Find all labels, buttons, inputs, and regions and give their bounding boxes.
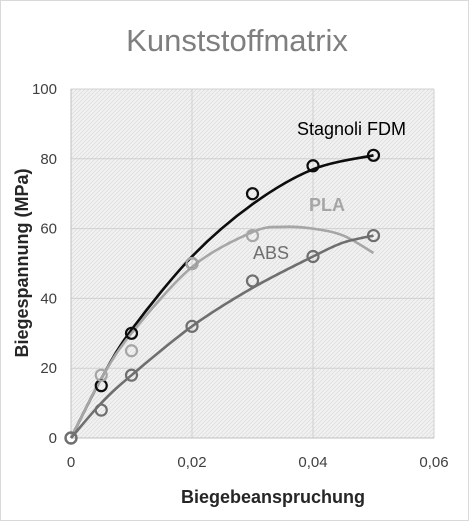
data-point-abs	[185, 319, 199, 333]
data-point-abs	[94, 403, 108, 417]
plot-area	[71, 89, 434, 438]
y-tick-label: 60	[40, 221, 57, 238]
data-point-stagnoli-fdm	[245, 187, 260, 201]
data-point-abs	[366, 228, 381, 243]
data-point-stagnoli-fdm	[306, 159, 320, 173]
data-point-pla	[245, 228, 260, 243]
data-point-abs	[64, 431, 78, 445]
data-point-pla	[94, 368, 108, 382]
y-tick-label: 20	[40, 360, 57, 377]
x-tick-label: 0,02	[177, 454, 206, 471]
series-label-stagnoli-fdm: Stagnoli FDM	[297, 119, 406, 139]
series-label-abs: ABS	[253, 243, 289, 263]
y-axis-title: Biegespannung (MPa)	[12, 168, 32, 357]
data-point-abs	[306, 249, 320, 264]
x-tick-label: 0,04	[298, 454, 327, 471]
data-point-stagnoli-fdm	[366, 148, 381, 162]
y-tick-label: 80	[40, 151, 57, 168]
grid-lines	[71, 88, 435, 438]
data-point-abs	[245, 274, 260, 288]
data-point-stagnoli-fdm	[124, 326, 139, 340]
x-axis-title: Biegebeanspruchung	[181, 487, 365, 507]
data-point-pla	[124, 344, 139, 358]
y-tick-label: 40	[40, 290, 57, 307]
y-tick-label: 100	[32, 81, 57, 98]
data-points	[64, 148, 381, 445]
series-labels: Stagnoli FDM PLA ABS	[253, 119, 406, 263]
axes: 0 20 40 60 80 100 0 0,02 0,04 0,06	[32, 81, 449, 471]
y-tick-label: 0	[49, 430, 57, 447]
trend-line-abs	[70, 234, 374, 439]
series-label-pla: PLA	[309, 195, 345, 215]
x-tick-label: 0,06	[419, 454, 448, 471]
data-point-abs	[124, 368, 139, 382]
data-point-pla	[185, 256, 199, 271]
chart-title: Kunststoffmatrix	[126, 23, 348, 58]
x-tick-label: 0	[67, 454, 75, 471]
